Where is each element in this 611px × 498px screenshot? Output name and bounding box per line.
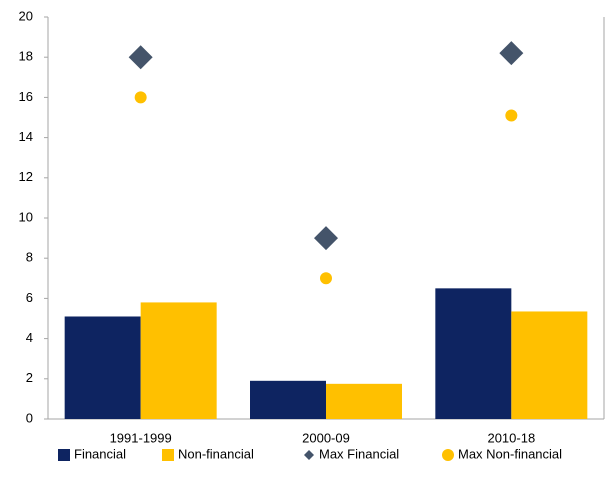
y-tick-label: 4 [26,330,33,345]
y-tick-label: 18 [19,49,33,64]
legend-label: Max Non-financial [458,446,562,461]
x-tick-label: 2010-18 [487,430,535,445]
y-tick-label: 6 [26,290,33,305]
x-tick-label: 2000-09 [302,430,350,445]
diamond-marker [499,41,524,66]
legend-swatch [304,450,314,460]
bar [326,383,402,419]
bar [64,316,141,419]
diamond-marker [314,226,338,251]
circle-marker [320,272,332,285]
legend-label: Max Financial [319,446,399,461]
legend-label: Financial [74,446,126,461]
bar [435,288,512,419]
y-tick-label: 14 [19,129,33,144]
bar [250,380,326,419]
bar [511,311,588,419]
legend-label: Non-financial [178,446,254,461]
y-tick-label: 20 [19,8,33,23]
x-tick-label: 1991-1999 [110,430,172,445]
bar [140,302,217,419]
legend-swatch [442,449,454,461]
legend-swatch [162,449,174,461]
y-tick-label: 2 [26,370,33,385]
circle-marker [134,91,147,104]
diamond-marker [128,45,153,70]
y-tick-label: 12 [19,169,33,184]
y-tick-label: 16 [19,89,33,104]
circle-marker [505,109,518,122]
y-tick-label: 8 [26,250,33,265]
legend-swatch [58,449,70,461]
y-tick-label: 10 [19,209,33,224]
y-tick-label: 0 [26,410,33,425]
